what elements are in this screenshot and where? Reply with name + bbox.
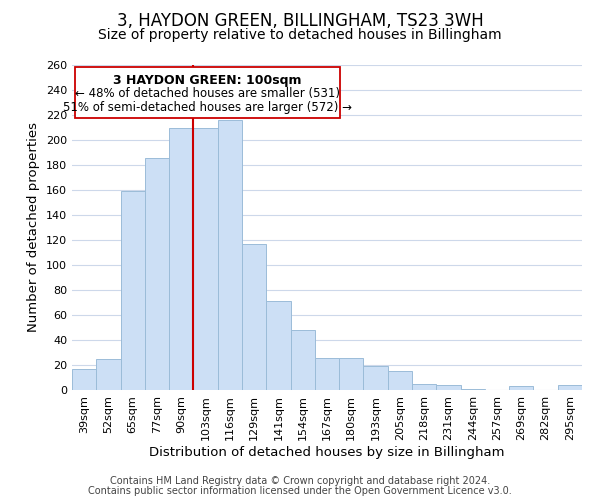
Text: Size of property relative to detached houses in Billingham: Size of property relative to detached ho… bbox=[98, 28, 502, 42]
Bar bbox=[388, 371, 412, 390]
Text: ← 48% of detached houses are smaller (531): ← 48% of detached houses are smaller (53… bbox=[74, 87, 340, 100]
Bar bbox=[193, 128, 218, 390]
Bar bbox=[218, 120, 242, 390]
Bar bbox=[145, 158, 169, 390]
Bar bbox=[412, 384, 436, 390]
Bar bbox=[266, 301, 290, 390]
Bar bbox=[72, 369, 96, 390]
Text: Contains HM Land Registry data © Crown copyright and database right 2024.: Contains HM Land Registry data © Crown c… bbox=[110, 476, 490, 486]
Bar bbox=[169, 128, 193, 390]
Text: 3 HAYDON GREEN: 100sqm: 3 HAYDON GREEN: 100sqm bbox=[113, 74, 301, 87]
Bar bbox=[242, 244, 266, 390]
Bar bbox=[339, 358, 364, 390]
Text: Contains public sector information licensed under the Open Government Licence v3: Contains public sector information licen… bbox=[88, 486, 512, 496]
Bar bbox=[436, 385, 461, 390]
Text: 51% of semi-detached houses are larger (572) →: 51% of semi-detached houses are larger (… bbox=[62, 102, 352, 114]
Text: 3, HAYDON GREEN, BILLINGHAM, TS23 3WH: 3, HAYDON GREEN, BILLINGHAM, TS23 3WH bbox=[116, 12, 484, 30]
Bar bbox=[96, 359, 121, 390]
Bar bbox=[121, 191, 145, 390]
Bar bbox=[461, 389, 485, 390]
Bar bbox=[509, 386, 533, 390]
Bar bbox=[364, 366, 388, 390]
Bar bbox=[558, 385, 582, 390]
X-axis label: Distribution of detached houses by size in Billingham: Distribution of detached houses by size … bbox=[149, 446, 505, 458]
Bar bbox=[315, 358, 339, 390]
Y-axis label: Number of detached properties: Number of detached properties bbox=[28, 122, 40, 332]
FancyBboxPatch shape bbox=[74, 68, 340, 117]
Bar bbox=[290, 330, 315, 390]
